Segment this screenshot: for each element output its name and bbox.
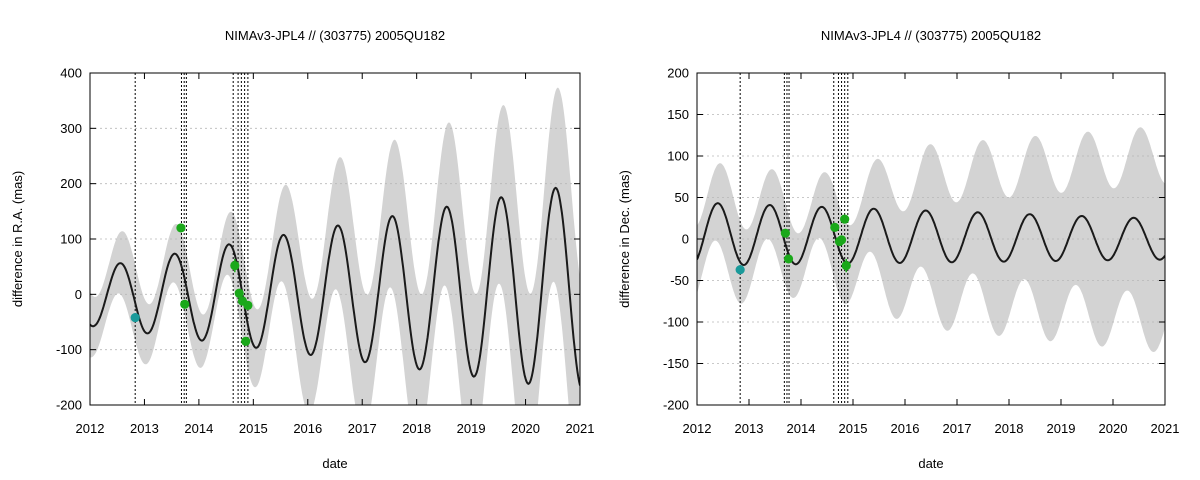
ra-data-point-0-0: [130, 312, 140, 323]
ra-y-tick-label-6: 400: [60, 66, 82, 81]
ra-y-tick-label-2: 0: [75, 287, 82, 302]
dec-model-curve: [697, 202, 1165, 267]
dec-data-point-1-1: [783, 254, 794, 264]
ra-x-tick-label-2: 2014: [184, 421, 213, 436]
ra-x-tick-label-9: 2021: [566, 421, 595, 436]
dec-y-axis-label: difference in Dec. (mas): [617, 170, 632, 308]
ra-x-tick-label-7: 2019: [457, 421, 486, 436]
ra-x-tick-label-5: 2017: [348, 421, 377, 436]
ra-data-point-1-5: [241, 336, 251, 346]
dec-uncertainty-band: [697, 127, 1165, 352]
ra-y-tick-label-5: 300: [60, 121, 82, 136]
dec-x-tick-label-8: 2020: [1099, 421, 1128, 436]
ra-data-point-1-2: [230, 260, 240, 271]
dec-y-tick-label-1: -150: [663, 356, 689, 371]
dec-y-tick-label-3: -50: [670, 273, 689, 288]
dec-x-tick-label-6: 2018: [995, 421, 1024, 436]
ra-data-point-1-3: [234, 288, 244, 298]
dec-data-point-1-0: [780, 228, 790, 238]
ra-y-tick-label-3: 100: [60, 232, 82, 247]
dec-data-point-1-6: [841, 260, 851, 271]
ra-x-tick-label-4: 2016: [293, 421, 322, 436]
dec-y-tick-label-5: 50: [675, 190, 689, 205]
dec-x-tick-label-9: 2021: [1151, 421, 1180, 436]
ra-y-tick-label-4: 200: [60, 176, 82, 191]
ra-data-point-1-1: [180, 299, 190, 309]
dec-x-tick-label-3: 2015: [839, 421, 868, 436]
dec-panel: NIMAv3-JPL4 // (303775) 2005QU182 date d…: [617, 28, 1179, 471]
ra-x-axis-label: date: [322, 456, 347, 471]
dec-x-axis-label: date: [918, 456, 943, 471]
dec-x-tick-label-0: 2012: [683, 421, 712, 436]
ra-chart-title: NIMAv3-JPL4 // (303775) 2005QU182: [225, 28, 445, 43]
dec-y-tick-label-6: 100: [667, 149, 689, 164]
ra-plot-area: [90, 73, 580, 405]
ra-panel: NIMAv3-JPL4 // (303775) 2005QU182 date d…: [10, 28, 595, 471]
ra-y-tick-label-1: -100: [56, 342, 82, 357]
ra-x-tick-label-8: 2020: [511, 421, 540, 436]
ra-x-tick-label-0: 2012: [76, 421, 105, 436]
ra-x-tick-label-3: 2015: [239, 421, 268, 436]
dec-y-tick-label-4: 0: [682, 232, 689, 247]
ra-data-point-1-6: [243, 300, 253, 310]
ra-uncertainty-band: [90, 87, 580, 405]
ra-data-point-1-0: [176, 223, 186, 233]
ra-x-tick-label-1: 2013: [130, 421, 159, 436]
dec-x-tick-label-4: 2016: [891, 421, 920, 436]
ra-model-curve: [90, 186, 580, 386]
ra-y-tick-label-0: -200: [56, 398, 82, 413]
dec-x-tick-label-5: 2017: [943, 421, 972, 436]
dec-y-tick-label-7: 150: [667, 107, 689, 122]
dec-chart-title: NIMAv3-JPL4 // (303775) 2005QU182: [821, 28, 1041, 43]
dec-plot-area: [697, 73, 1165, 405]
dec-x-tick-label-1: 2013: [735, 421, 764, 436]
ra-y-axis-label: difference in R.A. (mas): [10, 171, 25, 307]
dec-data-point-0-0: [735, 265, 745, 275]
dec-data-point-1-5: [840, 214, 850, 224]
dec-data-point-1-4: [836, 235, 847, 245]
dec-y-tick-label-2: -100: [663, 315, 689, 330]
dec-data-point-1-2: [830, 222, 840, 232]
dec-x-tick-label-7: 2019: [1047, 421, 1076, 436]
dec-x-tick-label-2: 2014: [787, 421, 816, 436]
dec-y-tick-label-0: -200: [663, 398, 689, 413]
ra-x-tick-label-6: 2018: [402, 421, 431, 436]
dec-y-tick-label-8: 200: [667, 66, 689, 81]
